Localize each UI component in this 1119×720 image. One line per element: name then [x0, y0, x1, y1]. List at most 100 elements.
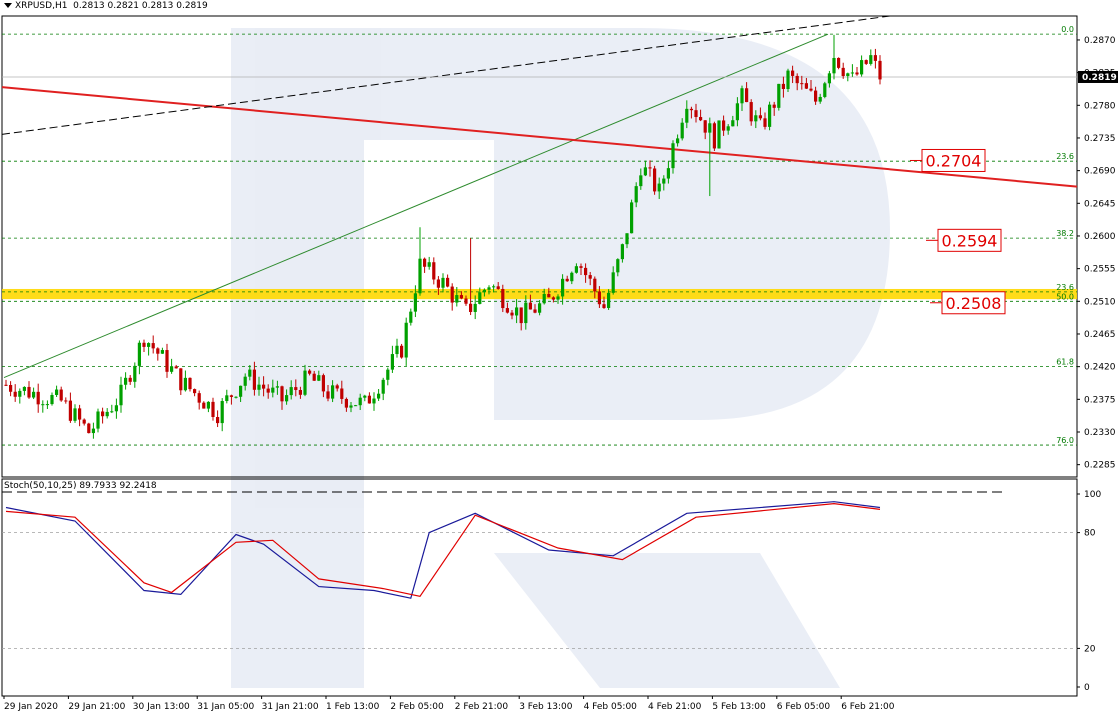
candle-body	[657, 183, 661, 192]
candle-body	[303, 370, 307, 395]
candle-body	[294, 387, 298, 391]
candle-body	[515, 307, 519, 316]
candle-body	[680, 122, 684, 139]
tag-box	[937, 228, 1002, 252]
price-tick-label: 0.2870	[1084, 36, 1116, 46]
candle-body	[165, 350, 169, 372]
candle-body	[772, 104, 776, 108]
candle-body	[105, 411, 109, 417]
watermark-logo	[231, 28, 890, 688]
time-tick-label: 2 Feb 05:00	[390, 702, 444, 712]
candle-body	[96, 411, 100, 429]
candle-body	[193, 389, 197, 394]
candle-body	[216, 416, 220, 424]
candle-body	[814, 90, 818, 102]
candle-body	[643, 167, 647, 176]
candle-body	[620, 244, 624, 260]
fibonacci-levels: 0.023.638.223.650.061.876.0	[2, 25, 1077, 446]
time-tick-label: 29 Jan 2020	[4, 702, 58, 712]
candle-body	[630, 202, 634, 234]
candle-body	[409, 311, 413, 323]
candle-body	[588, 275, 592, 279]
current-price-label: 0.2819	[1082, 73, 1117, 83]
candle-body	[574, 266, 578, 273]
candle-body	[137, 342, 141, 366]
time-tick-label: 5 Feb 13:00	[712, 702, 766, 712]
trend-lines	[1, 15, 1078, 379]
stoch-scale-label: 100	[1084, 490, 1101, 500]
tag-box	[941, 291, 1006, 315]
candle-body	[41, 404, 45, 406]
stoch-scale-label: 20	[1084, 644, 1096, 654]
price-tick-label: 0.2465	[1084, 330, 1116, 340]
fib-label-76-0: 76.0	[1056, 436, 1074, 445]
candle-body	[459, 295, 463, 299]
candle-body	[446, 277, 450, 287]
candle-body	[492, 286, 496, 288]
price-tick-label: 0.2285	[1084, 461, 1116, 471]
candle-body	[91, 428, 95, 434]
candle-body	[427, 262, 431, 267]
time-tick-label: 29 Jan 21:00	[68, 702, 125, 712]
channel-upper-line	[1, 15, 891, 135]
candle-body	[206, 401, 210, 409]
price-tick-label: 0.2420	[1084, 363, 1116, 373]
candle-body	[381, 379, 385, 394]
candle-body	[666, 168, 670, 179]
candle-body	[749, 102, 753, 122]
candle-body	[777, 83, 781, 108]
stochastic-panel-border	[1, 478, 1078, 697]
candle-body	[436, 279, 440, 288]
candle-body	[768, 104, 772, 127]
candle-body	[248, 369, 252, 377]
candle-body	[114, 405, 118, 412]
candle-body	[271, 387, 275, 393]
candle-body	[850, 72, 854, 74]
candle-body	[170, 366, 174, 372]
price-tick-label: 0.2690	[1084, 167, 1116, 177]
candle-body	[202, 402, 206, 409]
candle-body	[335, 385, 339, 389]
symbol-name: XRPUSD,H1	[15, 1, 68, 11]
candle-body	[423, 258, 427, 267]
candle-body	[869, 55, 873, 64]
ohlc-values: 0.2813 0.2821 0.2813 0.2819	[73, 1, 208, 11]
candle-body	[855, 72, 859, 75]
candle-body	[478, 292, 482, 304]
candle-body	[625, 233, 629, 245]
candle-body	[616, 259, 620, 273]
dropdown-triangle-icon[interactable]	[4, 3, 12, 8]
candle-body	[400, 345, 404, 358]
candle-body	[510, 312, 514, 316]
candle-body	[611, 272, 615, 293]
stoch-signal-line	[5, 502, 881, 597]
candle-body	[124, 377, 128, 385]
candle-body	[579, 266, 583, 268]
candle-body	[188, 377, 192, 390]
current-price-tag	[1078, 70, 1118, 83]
candle-body	[703, 120, 707, 133]
candle-body	[455, 295, 459, 303]
candle-body	[722, 120, 726, 131]
candle-body	[800, 83, 804, 85]
candle-body	[565, 278, 569, 282]
candle-body	[289, 387, 293, 396]
time-tick-label: 31 Jan 21:00	[262, 702, 319, 712]
candle-body	[542, 293, 546, 304]
candle-body	[64, 400, 68, 402]
stochastic-panel: 100 80 20 0	[2, 490, 1101, 693]
candle-body	[156, 348, 160, 354]
time-tick-label: 4 Feb 05:00	[584, 702, 638, 712]
candle-body	[257, 384, 261, 390]
candle-body	[671, 143, 675, 169]
candle-body	[229, 395, 233, 397]
symbol-header: XRPUSD,H1 0.2813 0.2821 0.2813 0.2819	[4, 1, 208, 11]
candle-body	[142, 342, 146, 347]
stoch-scale-label: 80	[1084, 529, 1096, 539]
yellow-zone	[2, 288, 1077, 300]
candle-body	[464, 298, 468, 304]
fib-label-38-2: 38.2	[1056, 229, 1074, 238]
candle-body	[110, 411, 114, 413]
candle-body	[873, 55, 877, 61]
